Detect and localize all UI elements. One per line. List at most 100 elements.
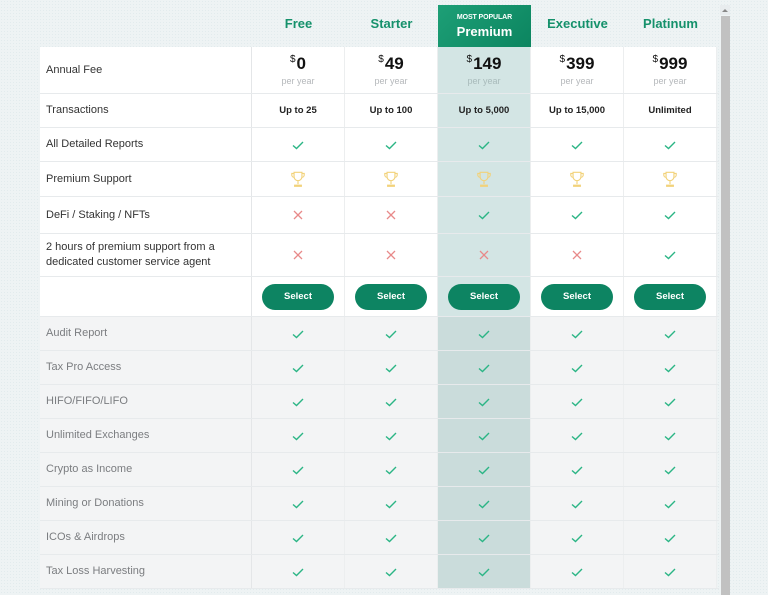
plan-name: Premium (456, 23, 513, 39)
feature-cell (624, 521, 717, 554)
pricing-table: Free Starter MOST POPULAR Premium Execut… (40, 0, 719, 589)
feature-cell (531, 385, 624, 418)
currency-symbol: $ (466, 53, 473, 65)
select-cell: Select (438, 277, 531, 316)
price-cell: $399 per year (531, 47, 624, 93)
price-amount: 49 (384, 53, 404, 73)
price-cell: $0 per year (252, 47, 345, 93)
check-icon (571, 534, 583, 542)
feature-cell (252, 453, 345, 486)
price-amount: 0 (296, 53, 307, 73)
feature-cell (624, 385, 717, 418)
check-icon (385, 432, 397, 440)
row-label: Unlimited Exchanges (40, 419, 252, 452)
check-icon (571, 211, 583, 220)
check-icon (478, 398, 490, 406)
scrollbar-thumb[interactable] (721, 16, 730, 595)
feature-cell (345, 419, 438, 452)
plan-name: Platinum (643, 16, 698, 31)
feature-cell (624, 317, 717, 350)
row-label-empty (40, 277, 252, 316)
feature-cell (531, 317, 624, 350)
check-icon (292, 364, 304, 372)
price-cell: $999 per year (624, 47, 717, 93)
price-cell: $149 per year (438, 47, 531, 93)
transactions-cell: Unlimited (624, 94, 717, 127)
check-icon (292, 330, 304, 338)
feature-cell (345, 162, 438, 196)
price-period: per year (653, 75, 687, 86)
price-amount: 149 (473, 53, 502, 73)
row-label: Tax Loss Harvesting (40, 555, 252, 588)
feature-cell (624, 128, 717, 161)
feature-row: HIFO/FIFO/LIFO (40, 385, 719, 419)
select-platinum-button[interactable]: Select (634, 283, 706, 310)
check-icon (292, 398, 304, 406)
feature-cell (252, 419, 345, 452)
feature-row: Mining or Donations (40, 487, 719, 521)
select-cell: Select (531, 277, 624, 316)
check-icon (664, 398, 676, 406)
currency-symbol: $ (559, 53, 566, 65)
select-cell: Select (624, 277, 717, 316)
plan-header-row: Free Starter MOST POPULAR Premium Execut… (40, 0, 719, 47)
feature-cell (252, 521, 345, 554)
feature-row: Premium Support (40, 162, 719, 197)
check-icon (292, 534, 304, 542)
price-amount: 399 (566, 53, 595, 73)
vertical-scrollbar[interactable] (720, 5, 730, 595)
feature-cell (531, 234, 624, 276)
feature-cell (438, 521, 531, 554)
feature-row: 2 hours of premium support from a dedica… (40, 234, 719, 277)
check-icon (664, 141, 676, 149)
cross-icon (293, 210, 303, 220)
transactions-cell: Up to 5,000 (438, 94, 531, 127)
plan-header-platinum: Platinum (624, 0, 717, 47)
feature-cell (624, 197, 717, 233)
check-icon (664, 534, 676, 542)
price-period: per year (374, 75, 408, 86)
feature-row: Tax Loss Harvesting (40, 555, 719, 589)
check-icon (664, 251, 676, 260)
feature-cell (531, 128, 624, 161)
currency-symbol: $ (289, 53, 296, 65)
row-label: Annual Fee (40, 47, 252, 93)
cross-icon (572, 250, 582, 260)
select-free-button[interactable]: Select (262, 283, 334, 310)
feature-cell (345, 197, 438, 233)
feature-cell (624, 555, 717, 588)
feature-cell (252, 351, 345, 384)
feature-cell (624, 453, 717, 486)
select-premium-button[interactable]: Select (448, 283, 520, 310)
check-icon (478, 568, 490, 576)
cross-icon (293, 250, 303, 260)
scroll-up-arrow-icon[interactable] (720, 5, 730, 15)
check-icon (292, 500, 304, 508)
feature-cell (345, 555, 438, 588)
transactions-cell: Up to 25 (252, 94, 345, 127)
check-icon (571, 568, 583, 576)
feature-cell (438, 162, 531, 196)
check-icon (664, 500, 676, 508)
feature-cell (438, 487, 531, 520)
plan-header-free: Free (252, 0, 345, 47)
feature-cell (624, 487, 717, 520)
feature-cell (345, 351, 438, 384)
check-icon (385, 398, 397, 406)
check-icon (385, 364, 397, 372)
check-icon (571, 364, 583, 372)
feature-cell (345, 317, 438, 350)
price-period: per year (560, 75, 594, 86)
row-label: Mining or Donations (40, 487, 252, 520)
select-executive-button[interactable]: Select (541, 283, 613, 310)
header-spacer (40, 0, 252, 47)
feature-cell (345, 453, 438, 486)
price-period: per year (467, 75, 501, 86)
feature-cell (438, 351, 531, 384)
select-starter-button[interactable]: Select (355, 283, 427, 310)
feature-cell (252, 317, 345, 350)
check-icon (478, 432, 490, 440)
check-icon (664, 364, 676, 372)
feature-cell (345, 385, 438, 418)
feature-cell (531, 521, 624, 554)
